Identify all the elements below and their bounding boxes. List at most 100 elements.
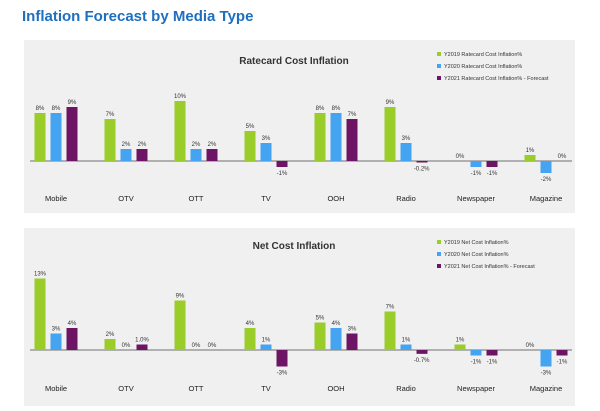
category-label: Mobile	[45, 384, 67, 393]
bar	[384, 311, 396, 350]
category-label: OTV	[118, 384, 133, 393]
data-label: 0%	[192, 343, 201, 349]
data-label: 3%	[348, 327, 357, 333]
bar	[400, 344, 412, 350]
category-label: OOH	[327, 194, 344, 203]
data-label: 1%	[526, 148, 535, 154]
data-label: 8%	[52, 106, 61, 112]
legend-swatch	[437, 264, 441, 268]
bar	[174, 101, 186, 161]
bar	[190, 149, 202, 161]
data-label: 1%	[402, 338, 411, 344]
data-label: 3%	[402, 136, 411, 142]
bar	[276, 161, 288, 167]
legend-entry: Y2021 Ratecard Cost Inflation% - Forecas…	[444, 76, 549, 82]
data-label: 7%	[386, 305, 395, 311]
bar	[524, 155, 536, 161]
data-label: -1%	[557, 360, 568, 366]
bar	[206, 149, 218, 161]
data-label: -1%	[471, 360, 482, 366]
data-label: 1%	[456, 338, 465, 344]
data-label: 1.0%	[135, 338, 149, 344]
data-label: 0%	[456, 154, 465, 160]
bar	[66, 328, 78, 350]
bar	[104, 119, 116, 161]
category-label: OTV	[118, 194, 133, 203]
bar	[174, 300, 186, 350]
data-label: 4%	[68, 321, 77, 327]
page-title: Inflation Forecast by Media Type	[22, 8, 254, 25]
data-label: 4%	[246, 321, 255, 327]
data-label: 9%	[386, 100, 395, 106]
bar	[120, 149, 132, 161]
bar	[416, 161, 428, 163]
data-label: -1%	[487, 360, 498, 366]
bar	[136, 149, 148, 161]
bar	[470, 161, 482, 167]
data-label: 2%	[106, 332, 115, 338]
legend-entry: Y2019 Net Cost Inflation%	[444, 240, 509, 246]
data-label: -3%	[277, 371, 288, 377]
data-label: -1%	[277, 171, 288, 177]
category-label: Mobile	[45, 194, 67, 203]
legend-swatch	[437, 252, 441, 256]
legend-swatch	[437, 52, 441, 56]
data-label: 7%	[348, 112, 357, 118]
category-label: Magazine	[530, 194, 563, 203]
legend-entry: Y2021 Net Cost Inflation% - Forecast	[444, 264, 535, 270]
category-label: Newspaper	[457, 384, 495, 393]
category-label: OTT	[189, 194, 204, 203]
legend-swatch	[437, 64, 441, 68]
data-label: 1%	[262, 338, 271, 344]
bar	[556, 350, 568, 356]
chart-title: Net Cost Inflation	[253, 241, 336, 252]
category-label: Newspaper	[457, 194, 495, 203]
data-label: 7%	[106, 112, 115, 118]
legend-swatch	[437, 76, 441, 80]
net-cost-chart-panel: Net Cost Inflation Y2019 Net Cost Inflati…	[24, 228, 575, 406]
data-label: 10%	[174, 94, 187, 100]
chart-title: Ratecard Cost Inflation	[239, 56, 348, 67]
ratecard-chart-panel: Ratecard Cost Inflation Y2019 Ratecard Co…	[24, 40, 575, 213]
data-label: 0%	[526, 343, 535, 349]
bar	[540, 350, 552, 367]
category-label: Magazine	[530, 384, 563, 393]
data-label: -0.7%	[414, 358, 430, 364]
data-label: 0%	[208, 343, 217, 349]
data-label: 9%	[176, 294, 185, 300]
bar	[314, 113, 326, 161]
bar	[330, 113, 342, 161]
legend-entry: Y2020 Net Cost Inflation%	[444, 252, 509, 258]
bar	[66, 107, 78, 161]
category-label: OOH	[327, 384, 344, 393]
bar	[330, 328, 342, 350]
data-label: -1%	[471, 171, 482, 177]
bar	[416, 350, 428, 354]
legend-swatch	[437, 240, 441, 244]
data-label: 2%	[192, 142, 201, 148]
data-label: -2%	[541, 177, 552, 183]
data-label: 2%	[138, 142, 147, 148]
category-label: TV	[261, 194, 271, 203]
data-label: 4%	[332, 321, 341, 327]
bar	[400, 143, 412, 161]
data-label: 8%	[36, 106, 45, 112]
data-label: 3%	[52, 327, 61, 333]
bar	[34, 113, 46, 161]
bar	[470, 350, 482, 356]
category-label: Radio	[396, 194, 416, 203]
bar	[50, 333, 62, 350]
bar	[244, 131, 256, 161]
data-label: -0.2%	[414, 167, 430, 173]
bar	[486, 161, 498, 167]
bar	[34, 278, 46, 350]
bar	[136, 344, 148, 350]
bar	[104, 339, 116, 350]
bar	[346, 119, 358, 161]
bar	[244, 328, 256, 350]
data-label: 8%	[332, 106, 341, 112]
category-label: OTT	[189, 384, 204, 393]
data-label: 13%	[34, 272, 47, 278]
bar	[486, 350, 498, 356]
net-cost-inflation-chart: Net Cost Inflation Y2019 Net Cost Inflati…	[30, 240, 572, 393]
